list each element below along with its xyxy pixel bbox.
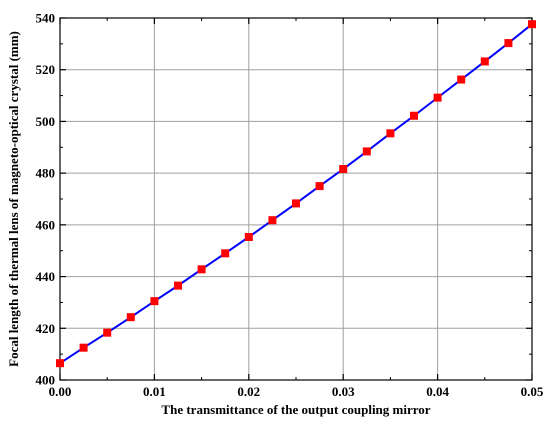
data-point-marker xyxy=(150,297,159,306)
series-line xyxy=(59,23,533,365)
x-tick-label: 0.02 xyxy=(237,384,260,399)
y-axis-title: Focal length of thermal lens of magneto-… xyxy=(6,31,21,367)
grid xyxy=(60,18,532,380)
y-tick-label: 500 xyxy=(36,114,56,129)
data-point-marker xyxy=(480,57,489,66)
data-point-marker xyxy=(315,182,324,191)
y-tick-label: 420 xyxy=(36,321,56,336)
data-point-marker xyxy=(79,343,88,352)
x-tick-label: 0.05 xyxy=(521,384,544,399)
data-point-marker xyxy=(410,111,418,120)
y-tick-label: 440 xyxy=(36,269,56,284)
data-point-marker xyxy=(504,39,513,48)
series-markers xyxy=(56,20,536,368)
data-point-marker xyxy=(292,199,300,208)
y-tick-label: 400 xyxy=(36,373,56,388)
data-point-marker xyxy=(56,359,64,368)
x-tick-label: 0.03 xyxy=(332,384,355,399)
data-point-marker xyxy=(268,216,277,225)
axis-ticks xyxy=(59,17,533,381)
x-tick-label: 0.00 xyxy=(49,384,72,399)
data-point-marker xyxy=(528,20,536,29)
data-point-marker xyxy=(197,265,206,274)
y-tick-label: 460 xyxy=(36,217,56,232)
data-point-marker xyxy=(126,313,135,322)
data-point-marker xyxy=(386,129,395,138)
y-tick-label: 480 xyxy=(36,166,56,181)
data-point-marker xyxy=(221,249,230,258)
data-point-marker xyxy=(339,165,348,174)
data-point-marker xyxy=(244,233,253,242)
data-point-marker xyxy=(433,93,442,102)
plot-frame xyxy=(59,17,533,381)
x-tick-label: 0.04 xyxy=(426,384,449,399)
y-tick-label: 540 xyxy=(36,11,56,26)
data-point-marker xyxy=(103,328,112,337)
tick-labels: 0.00 0.01 0.02 0.03 0.04 0.05 400 420 440 460 480 5… xyxy=(36,11,544,400)
data-point-marker xyxy=(362,147,371,156)
data-point-marker xyxy=(174,281,182,290)
data-point-marker xyxy=(457,75,466,84)
x-axis-title: The transmittance of the output coupling… xyxy=(161,402,430,417)
y-tick-label: 520 xyxy=(36,62,56,77)
x-tick-label: 0.01 xyxy=(143,384,166,399)
